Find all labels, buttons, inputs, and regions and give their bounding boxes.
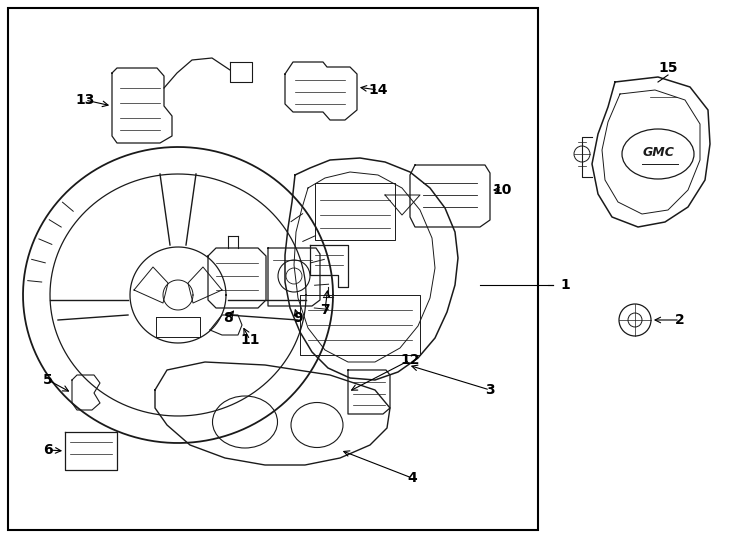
Text: 9: 9 [293,311,303,325]
Text: 7: 7 [320,303,330,317]
Text: 4: 4 [407,471,417,485]
Text: 15: 15 [658,61,677,75]
Text: 3: 3 [485,383,495,397]
Text: 2: 2 [675,313,685,327]
Text: 11: 11 [240,333,260,347]
Text: 14: 14 [368,83,388,97]
Text: 1: 1 [560,278,570,292]
Text: 13: 13 [76,93,95,107]
Text: GMC: GMC [642,145,674,159]
Text: 5: 5 [43,373,53,387]
Text: 8: 8 [223,311,233,325]
Text: 12: 12 [400,353,420,367]
Bar [8,8,538,530]
Text: 6: 6 [43,443,53,457]
Text: 10: 10 [493,183,512,197]
